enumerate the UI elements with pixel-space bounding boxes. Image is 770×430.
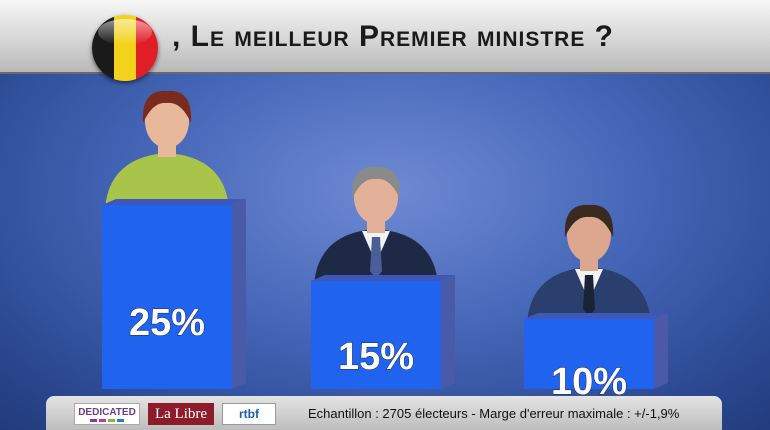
candidate-photo-1 [105, 90, 229, 209]
bar-2-value-label: 15% [338, 336, 414, 378]
candidate-photo-2 [314, 166, 438, 285]
rtbf-logo: rtbf [222, 403, 276, 425]
footer-bar: DEDICATED La Libre rtbf Echantillon : 27… [46, 396, 722, 430]
dedicated-logo: DEDICATED [74, 403, 140, 425]
bar-2-side [441, 275, 455, 389]
bar-1 [102, 205, 232, 389]
la-libre-logo: La Libre [148, 403, 214, 425]
bar-1-top [102, 199, 246, 205]
bar-3-top [524, 313, 668, 319]
sample-info: Echantillon : 2705 électeurs - Marge d'e… [308, 406, 680, 421]
bar-1-value-label: 25% [129, 302, 205, 344]
bar-2-top [311, 275, 455, 281]
belgian-flag-icon [92, 15, 158, 81]
chart-title: , Le meilleur Premier ministre ? [172, 20, 615, 53]
bar-2 [311, 281, 441, 389]
bar-3 [524, 319, 654, 389]
candidate-photo-3 [527, 204, 651, 323]
bar-1-side [232, 199, 246, 389]
bar-3-side [654, 313, 668, 389]
